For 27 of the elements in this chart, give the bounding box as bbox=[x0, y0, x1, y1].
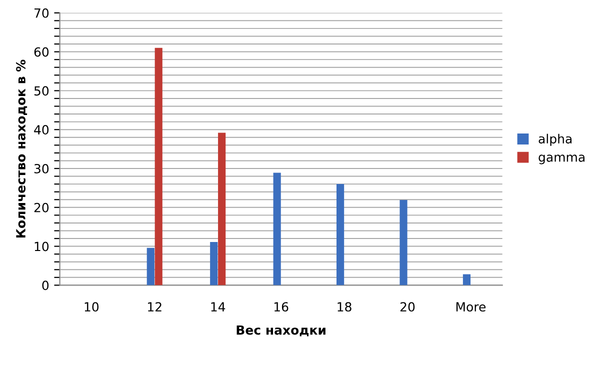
bar bbox=[210, 242, 218, 286]
y-tick-label: 40 bbox=[34, 125, 49, 135]
y-tick-label: 60 bbox=[34, 47, 49, 57]
x-tick-label: 12 bbox=[148, 302, 162, 312]
x-axis-title: Вес находки bbox=[236, 325, 326, 336]
y-tick-label: 10 bbox=[34, 242, 49, 252]
y-tick-label: 50 bbox=[34, 86, 49, 96]
y-tick-label: 20 bbox=[34, 202, 49, 212]
x-tick-label: 20 bbox=[400, 302, 415, 312]
y-tick-label: 30 bbox=[34, 164, 49, 174]
bar bbox=[154, 48, 162, 286]
x-tick-label: 16 bbox=[274, 302, 288, 312]
bar bbox=[400, 200, 408, 286]
y-tick-label: 0 bbox=[42, 280, 49, 290]
y-tick-label: 70 bbox=[34, 8, 49, 18]
bar bbox=[462, 274, 471, 286]
bar bbox=[273, 172, 281, 286]
x-tick-label: 10 bbox=[84, 302, 99, 312]
x-tick-label: More bbox=[456, 302, 486, 312]
legend-label: alpha bbox=[538, 134, 572, 146]
x-tick-label: 18 bbox=[338, 302, 352, 312]
x-tick-label: 14 bbox=[211, 302, 226, 312]
legend-label: gamma bbox=[538, 154, 584, 164]
bar bbox=[336, 184, 344, 286]
y-axis-title: Количество находок в % bbox=[16, 60, 28, 238]
bar bbox=[146, 248, 154, 286]
bar bbox=[218, 132, 226, 286]
